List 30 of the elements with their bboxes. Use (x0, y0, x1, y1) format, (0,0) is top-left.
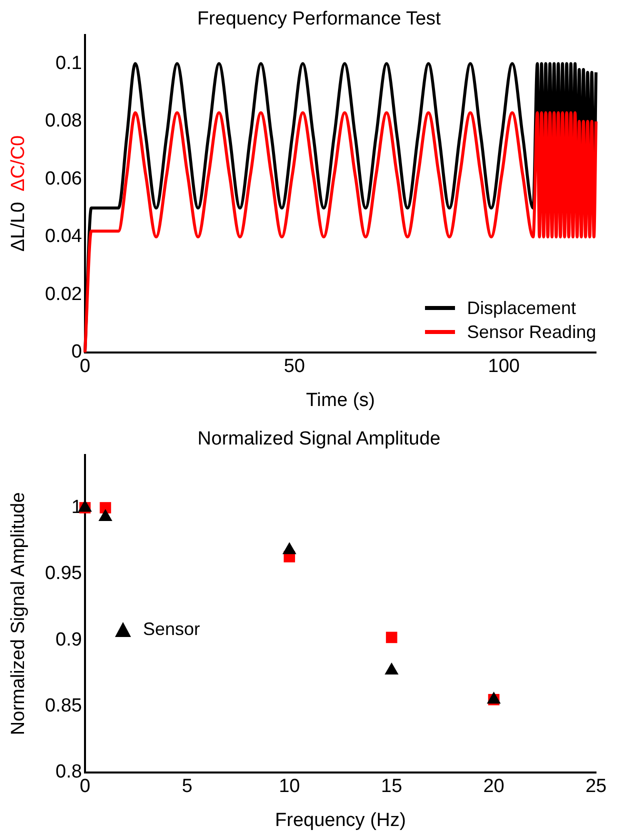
x-axis-title: Frequency (Hz) (275, 810, 406, 831)
x-tick-label: 100 (488, 356, 520, 378)
x-tick-label: 15 (381, 776, 402, 798)
y-tick-label: 0.1 (56, 52, 82, 74)
chart-title: Normalized Signal Amplitude (198, 428, 440, 450)
x-tick-label: 50 (284, 356, 305, 378)
x-tick-label: 5 (182, 776, 192, 798)
point (384, 662, 399, 675)
point (100, 502, 112, 514)
point (282, 542, 296, 554)
x-tick-label: 10 (278, 776, 300, 798)
point (386, 632, 398, 644)
y-tick-label: 0.95 (44, 563, 82, 584)
x-tick-label: 25 (585, 776, 607, 798)
y-axis-title: Normalized Signal Amplitude (8, 492, 30, 736)
y-tick-label: 0.9 (56, 629, 82, 650)
y-tick-label: 0.8 (56, 762, 82, 783)
legend-label: Sensor Reading (467, 321, 596, 344)
chart-title: Frequency Performance Test (197, 8, 442, 30)
legend-label: Sensor (142, 618, 200, 642)
y-tick-label: 0.08 (44, 110, 82, 132)
legend-label: Displacement (467, 297, 576, 320)
y-tick-label: 0.06 (44, 168, 82, 190)
y-axis-title: ΔL/L0 ΔC/C0 (8, 135, 29, 252)
x-tick-label: 20 (483, 776, 504, 798)
y-tick-label: 0.02 (44, 284, 82, 305)
x-axis-title: Time (s) (306, 390, 375, 411)
y-tick-label: 0.04 (44, 226, 82, 248)
y-tick-label: 0 (71, 342, 82, 363)
y-tick-label: 0.85 (44, 695, 82, 716)
